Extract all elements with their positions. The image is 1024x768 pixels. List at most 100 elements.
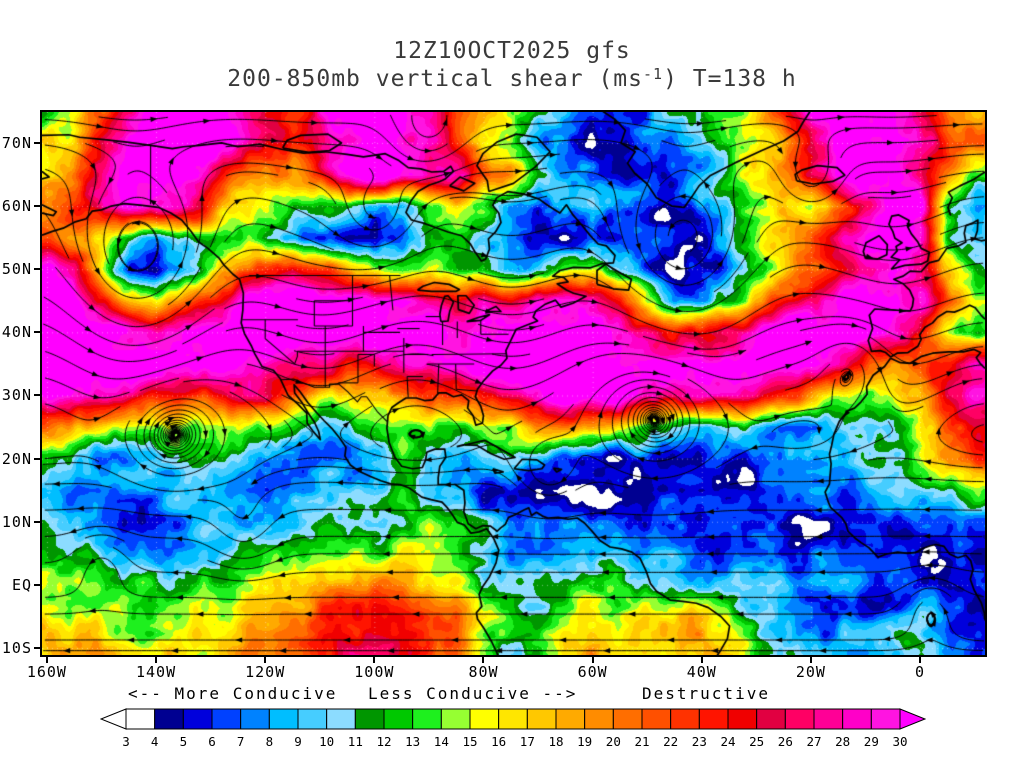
colorbar-cell [182, 708, 213, 730]
y-axis-label: 10N [1, 512, 32, 531]
y-axis-label: 10S [1, 639, 32, 658]
colorbar-cell [326, 708, 356, 730]
legend-less-conducive: Less Conducive --> [368, 684, 578, 703]
colorbar-cell [383, 708, 414, 730]
colorbar-tick-label: 24 [720, 734, 735, 749]
x-axis-tick [591, 657, 594, 663]
colorbar-cell [526, 708, 557, 730]
subtitle-superscript: -1 [643, 65, 664, 83]
y-axis-label: 20N [1, 449, 32, 468]
colorbar-tick-label: 29 [864, 734, 879, 749]
y-axis-tick [34, 457, 40, 460]
shear-map-canvas [42, 112, 985, 655]
x-axis-label: 80W [468, 663, 499, 681]
x-axis-label: 140W [135, 663, 177, 681]
colorbar-tick-label: 17 [520, 734, 535, 749]
colorbar-tick-label: 22 [663, 734, 678, 749]
colorbar-cell [698, 708, 729, 730]
colorbar-cell [354, 708, 385, 730]
colorbar: 3 4 5 6 7 8 9 10 11 12 13 14 15 16 17 18 19 20 21 22 23 24 25 2… [99, 708, 927, 758]
x-axis-label: 20W [795, 663, 826, 681]
x-axis-label: 60W [577, 663, 608, 681]
x-axis-tick [155, 657, 158, 663]
legend-destructive: Destructive [642, 684, 770, 703]
x-axis-label: 160W [26, 663, 67, 681]
colorbar-cell [211, 708, 242, 730]
y-axis-label: 60N [1, 197, 32, 216]
y-axis-tick [34, 141, 40, 144]
colorbar-cell [440, 708, 471, 730]
colorbar-tick-label: 18 [548, 734, 563, 749]
subtitle-text-end: ) T=138 h [663, 66, 797, 92]
x-axis-label: 0 [915, 663, 926, 681]
colorbar-tick-label: 20 [606, 734, 621, 749]
colorbar-tick-label: 14 [434, 734, 449, 749]
colorbar-tick-label: 5 [180, 734, 188, 749]
colorbar-svg: 3 4 5 6 7 8 9 10 11 12 13 14 15 16 17 18 19 20 21 22 23 24 25 2… [99, 708, 927, 749]
colorbar-cell [555, 708, 586, 730]
x-axis-label: 100W [354, 663, 395, 681]
colorbar-cell [727, 708, 758, 730]
y-axis-tick [34, 268, 40, 271]
colorbar-tick-label: 12 [376, 734, 391, 749]
colorbar-cell [584, 708, 614, 730]
colorbar-cell [412, 708, 442, 730]
y-axis-label: 40N [1, 323, 32, 342]
colorbar-tick-label: 10 [319, 734, 334, 749]
x-axis-tick [700, 657, 703, 663]
colorbar-tick-label: 26 [778, 734, 793, 749]
colorbar-under-arrow [99, 708, 127, 730]
colorbar-cell [498, 708, 528, 730]
x-axis-label: 40W [686, 663, 717, 681]
y-axis-tick [34, 394, 40, 397]
colorbar-cell [154, 708, 184, 730]
colorbar-cell [670, 708, 700, 730]
colorbar-tick-label: 27 [806, 734, 821, 749]
x-axis-label: 120W [245, 663, 286, 681]
y-axis-tick [34, 331, 40, 334]
plot-subtitle: 200-850mb vertical shear (ms-1) T=138 h [0, 65, 1024, 92]
colorbar-cell [125, 708, 156, 730]
colorbar-cell [240, 708, 270, 730]
x-axis-tick [482, 657, 485, 663]
colorbar-cell [784, 708, 815, 730]
colorbar-tick-label: 16 [491, 734, 506, 749]
colorbar-tick-label: 8 [266, 734, 274, 749]
colorbar-cell [813, 708, 844, 730]
colorbar-tick-label: 13 [405, 734, 420, 749]
x-axis-tick [809, 657, 812, 663]
colorbar-cell [612, 708, 643, 730]
colorbar-cell [842, 708, 872, 730]
x-axis-tick [45, 657, 48, 663]
y-axis-tick [34, 583, 40, 586]
y-axis-label: EQ [11, 575, 32, 594]
colorbar-cell [297, 708, 328, 730]
colorbar-cell [268, 708, 299, 730]
colorbar-cell [469, 708, 500, 730]
colorbar-tick-label: 21 [634, 734, 649, 749]
colorbar-tick-label: 28 [835, 734, 850, 749]
x-axis-tick [373, 657, 376, 663]
y-axis-tick [34, 520, 40, 523]
x-axis-tick [919, 657, 922, 663]
y-axis-tick [34, 647, 40, 650]
colorbar-tick-label: 11 [348, 734, 363, 749]
colorbar-tick-label: 23 [692, 734, 707, 749]
legend-more-conducive: <-- More Conducive [128, 684, 338, 703]
y-axis-label: 70N [1, 133, 32, 152]
y-axis-label: 30N [1, 386, 32, 405]
colorbar-cell [756, 708, 786, 730]
x-axis-tick [264, 657, 267, 663]
colorbar-tick-label: 25 [749, 734, 764, 749]
colorbar-tick-label: 15 [462, 734, 477, 749]
colorbar-over-arrow [899, 708, 927, 730]
colorbar-tick-label: 19 [577, 734, 592, 749]
colorbar-cell [641, 708, 672, 730]
colorbar-tick-label: 7 [237, 734, 245, 749]
plot-title: 12Z10OCT2025 gfs [393, 38, 631, 64]
subtitle-text: 200-850mb vertical shear (ms [227, 66, 644, 92]
colorbar-tick-label: 9 [294, 734, 302, 749]
colorbar-tick-label: 6 [208, 734, 216, 749]
colorbar-tick-label: 30 [892, 734, 907, 749]
